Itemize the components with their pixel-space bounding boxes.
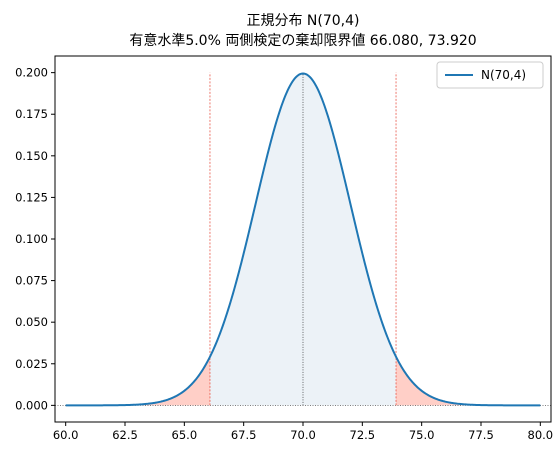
- chart-title-text: 正規分布 N(70,4): [246, 13, 359, 29]
- y-axis-ticks: 0.000 0.025 0.050 0.075 0.100 0.125 0.150 0.175…: [15, 66, 55, 412]
- y-tick-label: 0.025: [15, 357, 48, 371]
- x-tick-label: 60.0: [53, 428, 79, 442]
- y-tick-label: 0.175: [15, 107, 48, 121]
- y-tick-label: 0.000: [15, 398, 48, 412]
- x-tick-label: 70.0: [290, 428, 316, 442]
- curve-layer: [65, 72, 541, 407]
- rejection-region-left: [65, 356, 210, 406]
- x-tick-label: 77.5: [468, 428, 494, 442]
- x-tick-label: 80.0: [528, 428, 554, 442]
- x-tick-label: 72.5: [350, 428, 376, 442]
- x-tick-label: 62.5: [112, 428, 138, 442]
- rejection-region-right: [396, 356, 541, 406]
- y-tick-label: 0.150: [15, 149, 48, 163]
- chart-subtitle: 有意水準5.0% 両側検定の棄却限界値 66.080, 73.920: [129, 32, 476, 49]
- x-tick-label: 65.0: [172, 428, 198, 442]
- density-curve: [65, 72, 541, 407]
- x-axis-ticks: 60.0 62.5 65.0 67.5 70.0 72.5 75.0 77.5 80.0: [53, 422, 553, 442]
- y-tick-label: 0.200: [15, 66, 48, 80]
- y-tick-label: 0.100: [15, 232, 48, 246]
- chart-title: 正規分布 N(70,4): [246, 13, 359, 29]
- legend: N(70,4): [436, 61, 544, 89]
- legend-label: N(70,4): [481, 68, 526, 82]
- legend-box: [436, 61, 544, 89]
- x-tick-label: 75.0: [409, 428, 435, 442]
- x-tick-label: 67.5: [231, 428, 257, 442]
- y-tick-label: 0.125: [15, 190, 48, 204]
- y-tick-label: 0.075: [15, 274, 48, 288]
- y-tick-label: 0.050: [15, 315, 48, 329]
